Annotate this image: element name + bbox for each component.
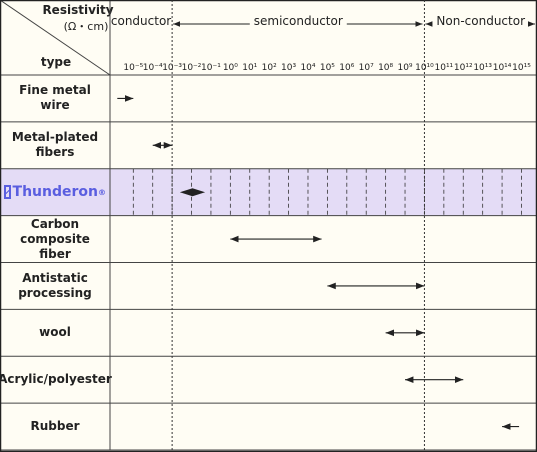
- category-label: Rubber: [0, 403, 110, 450]
- category-text: Antistatic processing: [18, 270, 92, 300]
- x-tick-label: 10⁰: [223, 63, 238, 73]
- category-label: Fine metal wire: [0, 75, 110, 122]
- category-label: Antistatic processing: [0, 263, 110, 310]
- category-label: Thunderon ®: [0, 169, 110, 216]
- category-label: wool: [0, 309, 110, 356]
- x-tick-label: 10¹: [242, 63, 257, 73]
- x-tick-label: 10²: [262, 63, 277, 73]
- corner-diagonal: [0, 0, 111, 76]
- region-label: Non-conductor: [436, 14, 525, 28]
- x-tick-label: 10⁵: [320, 63, 335, 73]
- category-text: Rubber: [30, 419, 80, 434]
- category-text: Acrylic/polyester: [0, 372, 112, 387]
- category-label: Carbon composite fiber: [0, 216, 110, 263]
- axis-title: Resistivity: [42, 3, 113, 17]
- x-tick-label: 10¹³: [473, 63, 492, 73]
- x-tick-label: 10¹¹: [435, 63, 454, 73]
- category-label: Acrylic/polyester: [0, 356, 112, 403]
- x-tick-label: 10⁻¹: [201, 63, 221, 73]
- x-tick-label: 10⁷: [359, 63, 374, 73]
- x-tick-label: 10⁴: [300, 63, 315, 73]
- region-label: semiconductor: [254, 14, 343, 28]
- category-text: Fine metal wire: [19, 83, 91, 113]
- category-text: Thunderon: [12, 183, 98, 200]
- range-diamond: [179, 188, 206, 197]
- x-tick-label: 10³: [281, 63, 296, 73]
- category-label: Metal-plated fibers: [0, 122, 110, 169]
- x-tick-label: 10¹⁵: [512, 63, 531, 73]
- x-tick-label: 10¹⁴: [493, 63, 512, 73]
- highlight-row: [0, 168, 537, 216]
- x-tick-label: 10⁻⁴: [143, 63, 163, 73]
- x-tick-label: 10⁸: [378, 63, 393, 73]
- category-text: Carbon composite fiber: [20, 216, 90, 261]
- x-tick-label: 10⁹: [397, 63, 412, 73]
- trademark: ®: [98, 187, 106, 197]
- x-tick-label: 10⁶: [339, 63, 354, 73]
- logo-icon: [4, 185, 11, 200]
- x-tick-label: 10⁻²: [182, 63, 202, 73]
- region-label: conductor: [111, 14, 171, 28]
- x-tick-label: 10⁻⁵: [123, 63, 143, 73]
- axis-unit: (Ω・cm): [64, 20, 109, 33]
- category-title: type: [41, 55, 71, 69]
- category-text: wool: [39, 325, 71, 340]
- x-tick-label: 10¹²: [454, 63, 473, 73]
- category-text: Metal-plated fibers: [11, 130, 99, 160]
